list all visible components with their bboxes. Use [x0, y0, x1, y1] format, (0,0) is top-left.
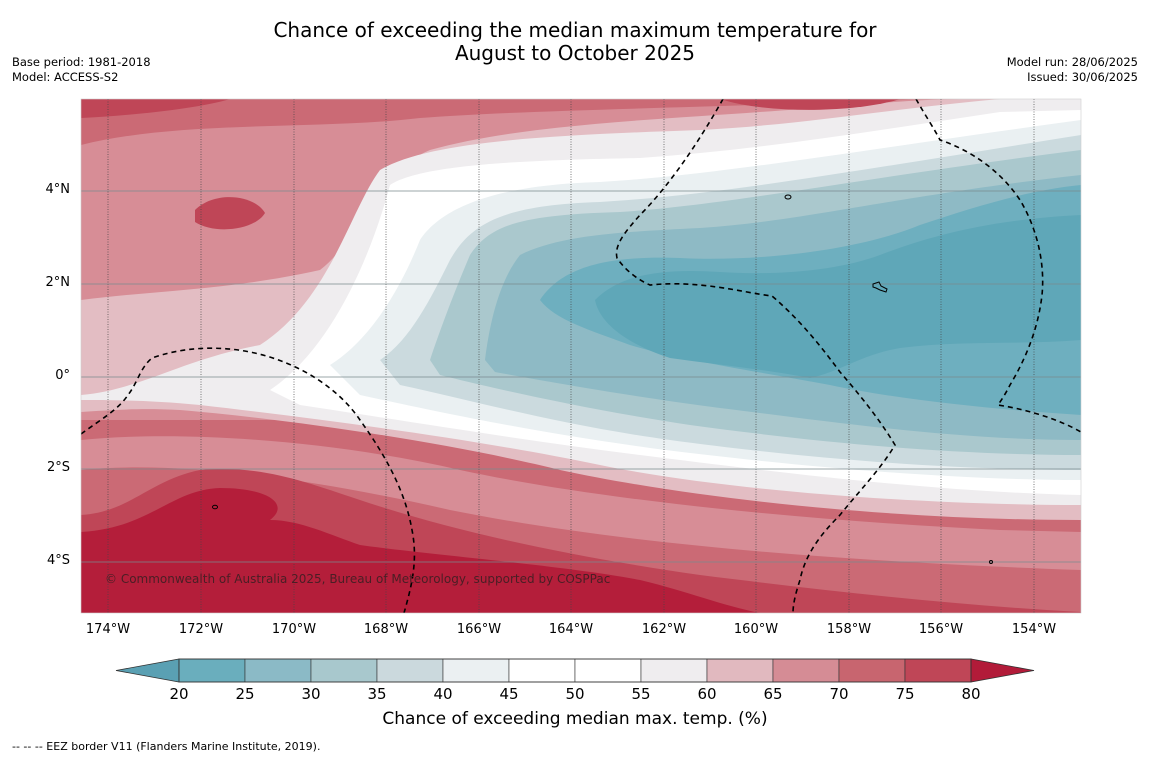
title-line-2: August to October 2025 — [454, 41, 696, 65]
model-run-text: Model run: 28/06/2025 — [1006, 55, 1138, 69]
patch-80-west — [195, 197, 265, 230]
graticule — [107, 99, 1035, 613]
band-20-core — [595, 215, 1081, 378]
map-frame — [80, 98, 1082, 614]
colorbar-label: 55 — [631, 685, 651, 703]
patch-80-north — [81, 99, 230, 118]
lon-tick-label: 158°W — [826, 622, 872, 637]
colorbar-label: 45 — [499, 685, 519, 703]
colorbar-label: 35 — [367, 685, 387, 703]
eez-borders — [81, 99, 1081, 613]
lon-tick-label: 162°W — [641, 622, 687, 637]
lat-tick-label: 4°S — [46, 553, 70, 568]
lon-tick-label: 166°W — [456, 622, 502, 637]
colorbar-label: 65 — [763, 685, 783, 703]
lat-tick-label: 4°N — [45, 182, 71, 197]
issued-text: Issued: 30/06/2025 — [1027, 70, 1138, 84]
lon-tick-label: 156°W — [918, 622, 964, 637]
colorbar-frame — [178, 658, 972, 683]
colorbar-cell — [772, 658, 840, 683]
band-85-south — [81, 488, 760, 613]
colorbar-cell — [442, 658, 510, 683]
island-2 — [872, 281, 888, 293]
colorbar-cell — [178, 658, 246, 683]
probability-field — [81, 99, 1081, 613]
colorbar-label: 75 — [895, 685, 915, 703]
eez-legend-note: -- -- -- EEZ border V11 (Flanders Marine… — [12, 740, 321, 753]
colorbar-label: 50 — [565, 685, 585, 703]
colorbar — [115, 658, 1035, 683]
colorbar-cell — [838, 658, 906, 683]
meta-right: Model run: 28/06/2025 Issued: 30/06/2025 — [1007, 55, 1138, 85]
colorbar-cells — [178, 658, 972, 683]
map-title: Chance of exceeding the median maximum t… — [0, 19, 1150, 65]
meta-left: Base period: 1981-2018 Model: ACCESS-S2 — [12, 55, 151, 85]
colorbar-cell — [508, 658, 576, 683]
title-line-1: Chance of exceeding the median maximum t… — [273, 18, 877, 42]
lat-tick-label: 2°N — [45, 275, 71, 290]
colorbar-cell — [706, 658, 774, 683]
colorbar-cell — [376, 658, 444, 683]
eez-border-west — [81, 347, 416, 613]
colorbar-cell — [904, 658, 972, 683]
lon-tick-label: 172°W — [178, 622, 224, 637]
lon-tick-label: 160°W — [733, 622, 779, 637]
colorbar-cell — [310, 658, 378, 683]
colorbar-low-extend — [115, 658, 180, 683]
patch-80-northeast — [720, 99, 900, 110]
base-period-text: Base period: 1981-2018 — [12, 55, 151, 69]
colorbar-label: 20 — [169, 685, 189, 703]
colorbar-label: 80 — [961, 685, 981, 703]
lat-tick-label: 0° — [55, 368, 70, 383]
colorbar-high-extend — [970, 658, 1035, 683]
latitude-lines — [81, 190, 1081, 563]
lon-tick-label: 168°W — [363, 622, 409, 637]
colorbar-label: 70 — [829, 685, 849, 703]
islands — [212, 194, 993, 564]
island-4 — [989, 560, 993, 564]
island-3 — [212, 504, 218, 510]
island-1 — [784, 194, 792, 200]
lon-tick-label: 170°W — [271, 622, 317, 637]
lat-tick-label: 2°S — [46, 460, 70, 475]
colorbar-cell — [244, 658, 312, 683]
lon-tick-label: 154°W — [1011, 622, 1057, 637]
lon-tick-label: 164°W — [548, 622, 594, 637]
model-text: Model: ACCESS-S2 — [12, 70, 119, 84]
colorbar-label: 40 — [433, 685, 453, 703]
colorbar-title: Chance of exceeding median max. temp. (%… — [382, 709, 768, 729]
eez-border-central — [615, 99, 896, 613]
colorbar-cell — [640, 658, 708, 683]
colorbar-cell — [574, 658, 642, 683]
colorbar-label: 30 — [301, 685, 321, 703]
colorbar-label: 60 — [697, 685, 717, 703]
colorbar-label: 25 — [235, 685, 255, 703]
lon-tick-label: 174°W — [85, 622, 131, 637]
copyright-text: © Commonwealth of Australia 2025, Bureau… — [105, 572, 611, 586]
